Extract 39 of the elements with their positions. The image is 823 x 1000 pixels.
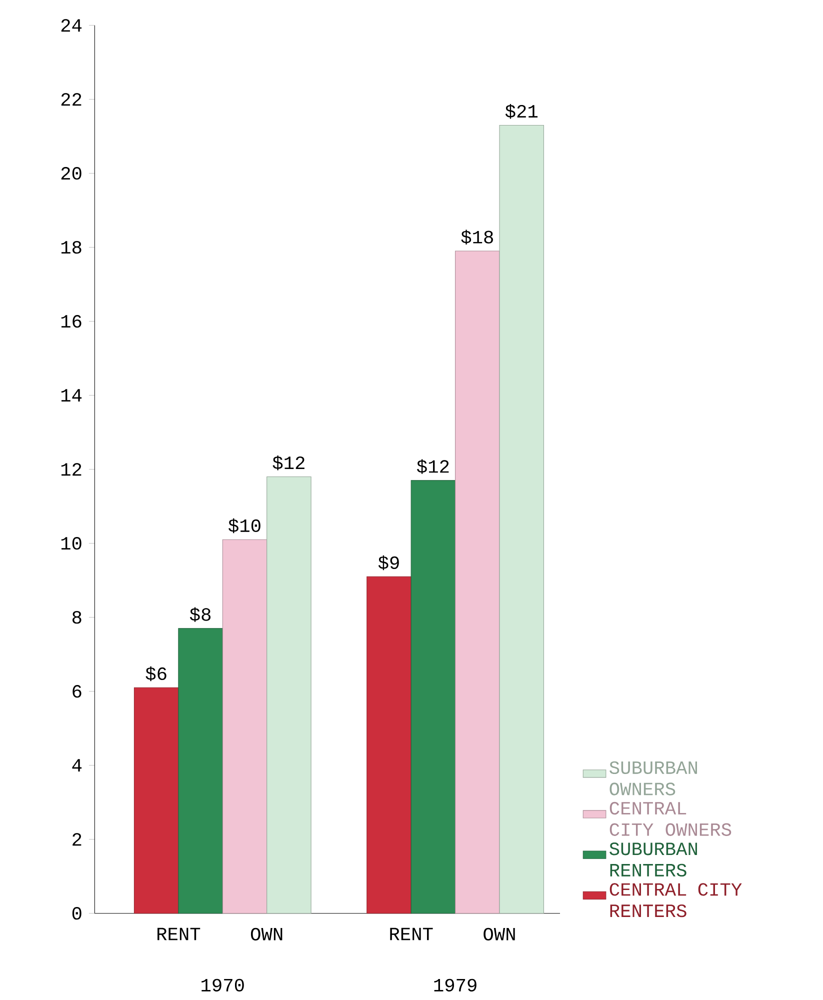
bar	[455, 250, 500, 914]
bar	[266, 476, 312, 914]
y-tick-label: 24	[62, 19, 82, 32]
text: RENT	[390, 928, 433, 940]
y-tick-label: 8	[72, 611, 82, 624]
y-tick-label: 16	[62, 315, 82, 328]
data-label: $12	[272, 455, 305, 470]
y-tick-label: 0	[72, 907, 82, 920]
y-tick-label: 22	[62, 93, 82, 106]
bar	[134, 687, 179, 914]
y-tick-label: 2	[72, 833, 82, 846]
y-tick-label: 6	[72, 685, 82, 698]
text: OWN	[484, 928, 515, 940]
data-label: $9	[378, 555, 400, 570]
data-label: $10	[228, 518, 261, 534]
data-label: $12	[417, 459, 449, 474]
x-tick-label: 1970	[202, 978, 244, 992]
data-label: $6	[146, 666, 166, 682]
text: OWN	[251, 928, 282, 940]
legend-label: SUBURBAN RENTERS	[610, 842, 698, 877]
bar	[366, 576, 412, 914]
y-tick-label: 4	[72, 759, 82, 772]
y-tick-label: 12	[62, 463, 82, 476]
bar	[499, 124, 544, 914]
legend-label: CENTRAL CITY OWNERS	[610, 802, 732, 836]
bar	[411, 480, 456, 914]
bar	[222, 539, 268, 914]
bar	[178, 628, 224, 914]
y-tick-label: 14	[62, 389, 82, 402]
data-label: $21	[506, 104, 538, 119]
y-tick-label: 20	[62, 166, 82, 180]
y-tick-label: 10	[62, 537, 82, 550]
legend-label: CENTRAL CITY RENTERS	[610, 883, 742, 918]
data-label: $18	[461, 230, 494, 245]
y-tick-label: 18	[62, 240, 82, 254]
text: RENT	[158, 928, 200, 940]
legend-label: SUBURBAN OWNERS	[610, 761, 698, 796]
x-tick-label: 1979	[434, 978, 477, 992]
data-label: $8	[190, 607, 211, 622]
